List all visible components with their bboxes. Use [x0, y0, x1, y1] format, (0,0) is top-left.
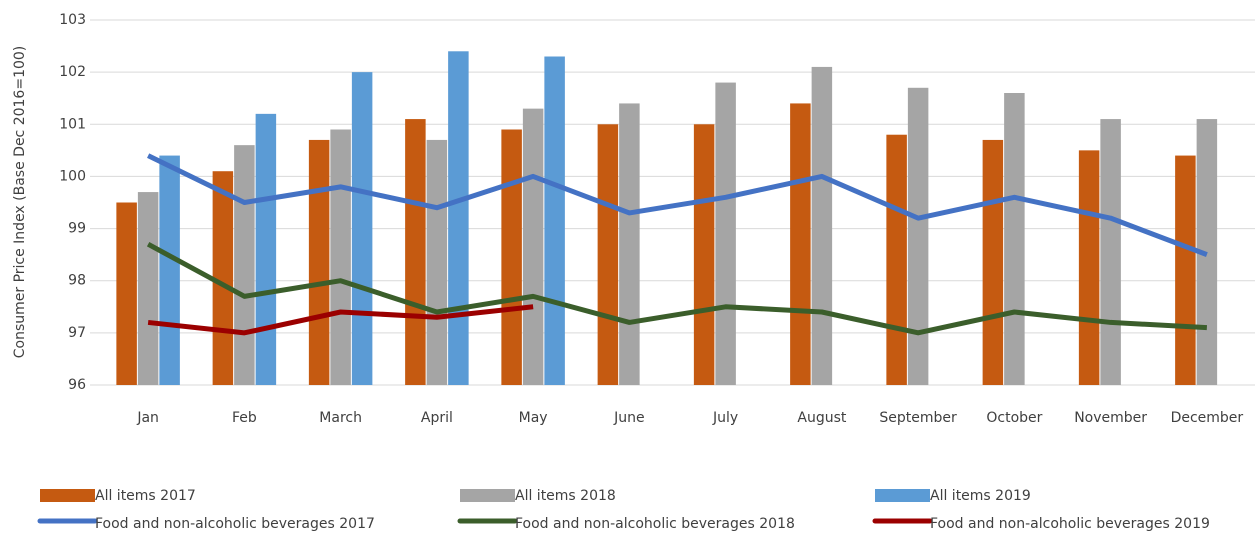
bar: [234, 145, 255, 385]
bar: [501, 129, 522, 385]
bar: [522, 108, 544, 386]
bar: [597, 124, 619, 386]
x-tick-label: August: [797, 410, 847, 426]
x-tick-label: July: [712, 410, 738, 426]
legend-label: All items 2018: [515, 488, 616, 504]
legend-swatch: [40, 489, 95, 502]
bar: [1004, 93, 1025, 385]
legend-swatch: [460, 489, 515, 502]
x-tick-label: October: [986, 410, 1042, 426]
bar: [544, 56, 565, 385]
x-tick-label: December: [1171, 410, 1244, 426]
y-tick-label: 102: [59, 64, 86, 80]
legend-swatch: [875, 489, 930, 502]
legend-label: Food and non-alcoholic beverages 2017: [95, 516, 375, 532]
bar: [426, 139, 448, 385]
legend-label: Food and non-alcoholic beverages 2019: [930, 516, 1210, 532]
bar: [693, 124, 715, 386]
y-tick-label: 97: [68, 325, 86, 341]
legend-label: Food and non-alcoholic beverages 2018: [515, 516, 795, 532]
bar: [790, 103, 811, 385]
line: [146, 242, 1208, 336]
y-tick-label: 103: [59, 12, 86, 28]
x-tick-label: April: [421, 410, 453, 426]
bar: [715, 82, 736, 386]
bar: [982, 139, 1004, 385]
bar: [1078, 150, 1100, 385]
bar: [405, 119, 426, 386]
x-tick-label: September: [879, 410, 957, 426]
bar: [448, 51, 469, 386]
x-tick-label: November: [1074, 410, 1147, 426]
x-tick-label: Jan: [136, 410, 159, 426]
y-tick-label: 98: [68, 273, 86, 289]
y-axis-label: Consumer Price Index (Base Dec 2016=100): [12, 46, 28, 359]
bar: [886, 134, 907, 385]
bar: [1100, 119, 1121, 386]
y-tick-label: 96: [68, 377, 86, 393]
legend-label: All items 2017: [95, 488, 196, 504]
bar: [1175, 155, 1196, 385]
bar: [137, 192, 159, 385]
bar: [308, 139, 330, 385]
bar: [159, 155, 180, 385]
y-tick-label: 101: [59, 116, 86, 132]
y-tick-label: 99: [68, 221, 86, 237]
bar: [811, 66, 833, 385]
legend-label: All items 2019: [930, 488, 1031, 504]
y-tick-label: 100: [59, 168, 86, 184]
x-tick-label: June: [613, 410, 645, 426]
bar: [116, 202, 137, 385]
bar: [351, 72, 373, 386]
bar: [330, 129, 351, 385]
bar: [907, 87, 929, 386]
line: [147, 304, 534, 336]
bar: [619, 103, 640, 385]
x-tick-label: March: [319, 410, 362, 426]
bar: [255, 113, 277, 385]
line: [147, 153, 1208, 257]
x-tick-label: Feb: [232, 410, 257, 426]
x-tick-label: May: [519, 410, 548, 426]
